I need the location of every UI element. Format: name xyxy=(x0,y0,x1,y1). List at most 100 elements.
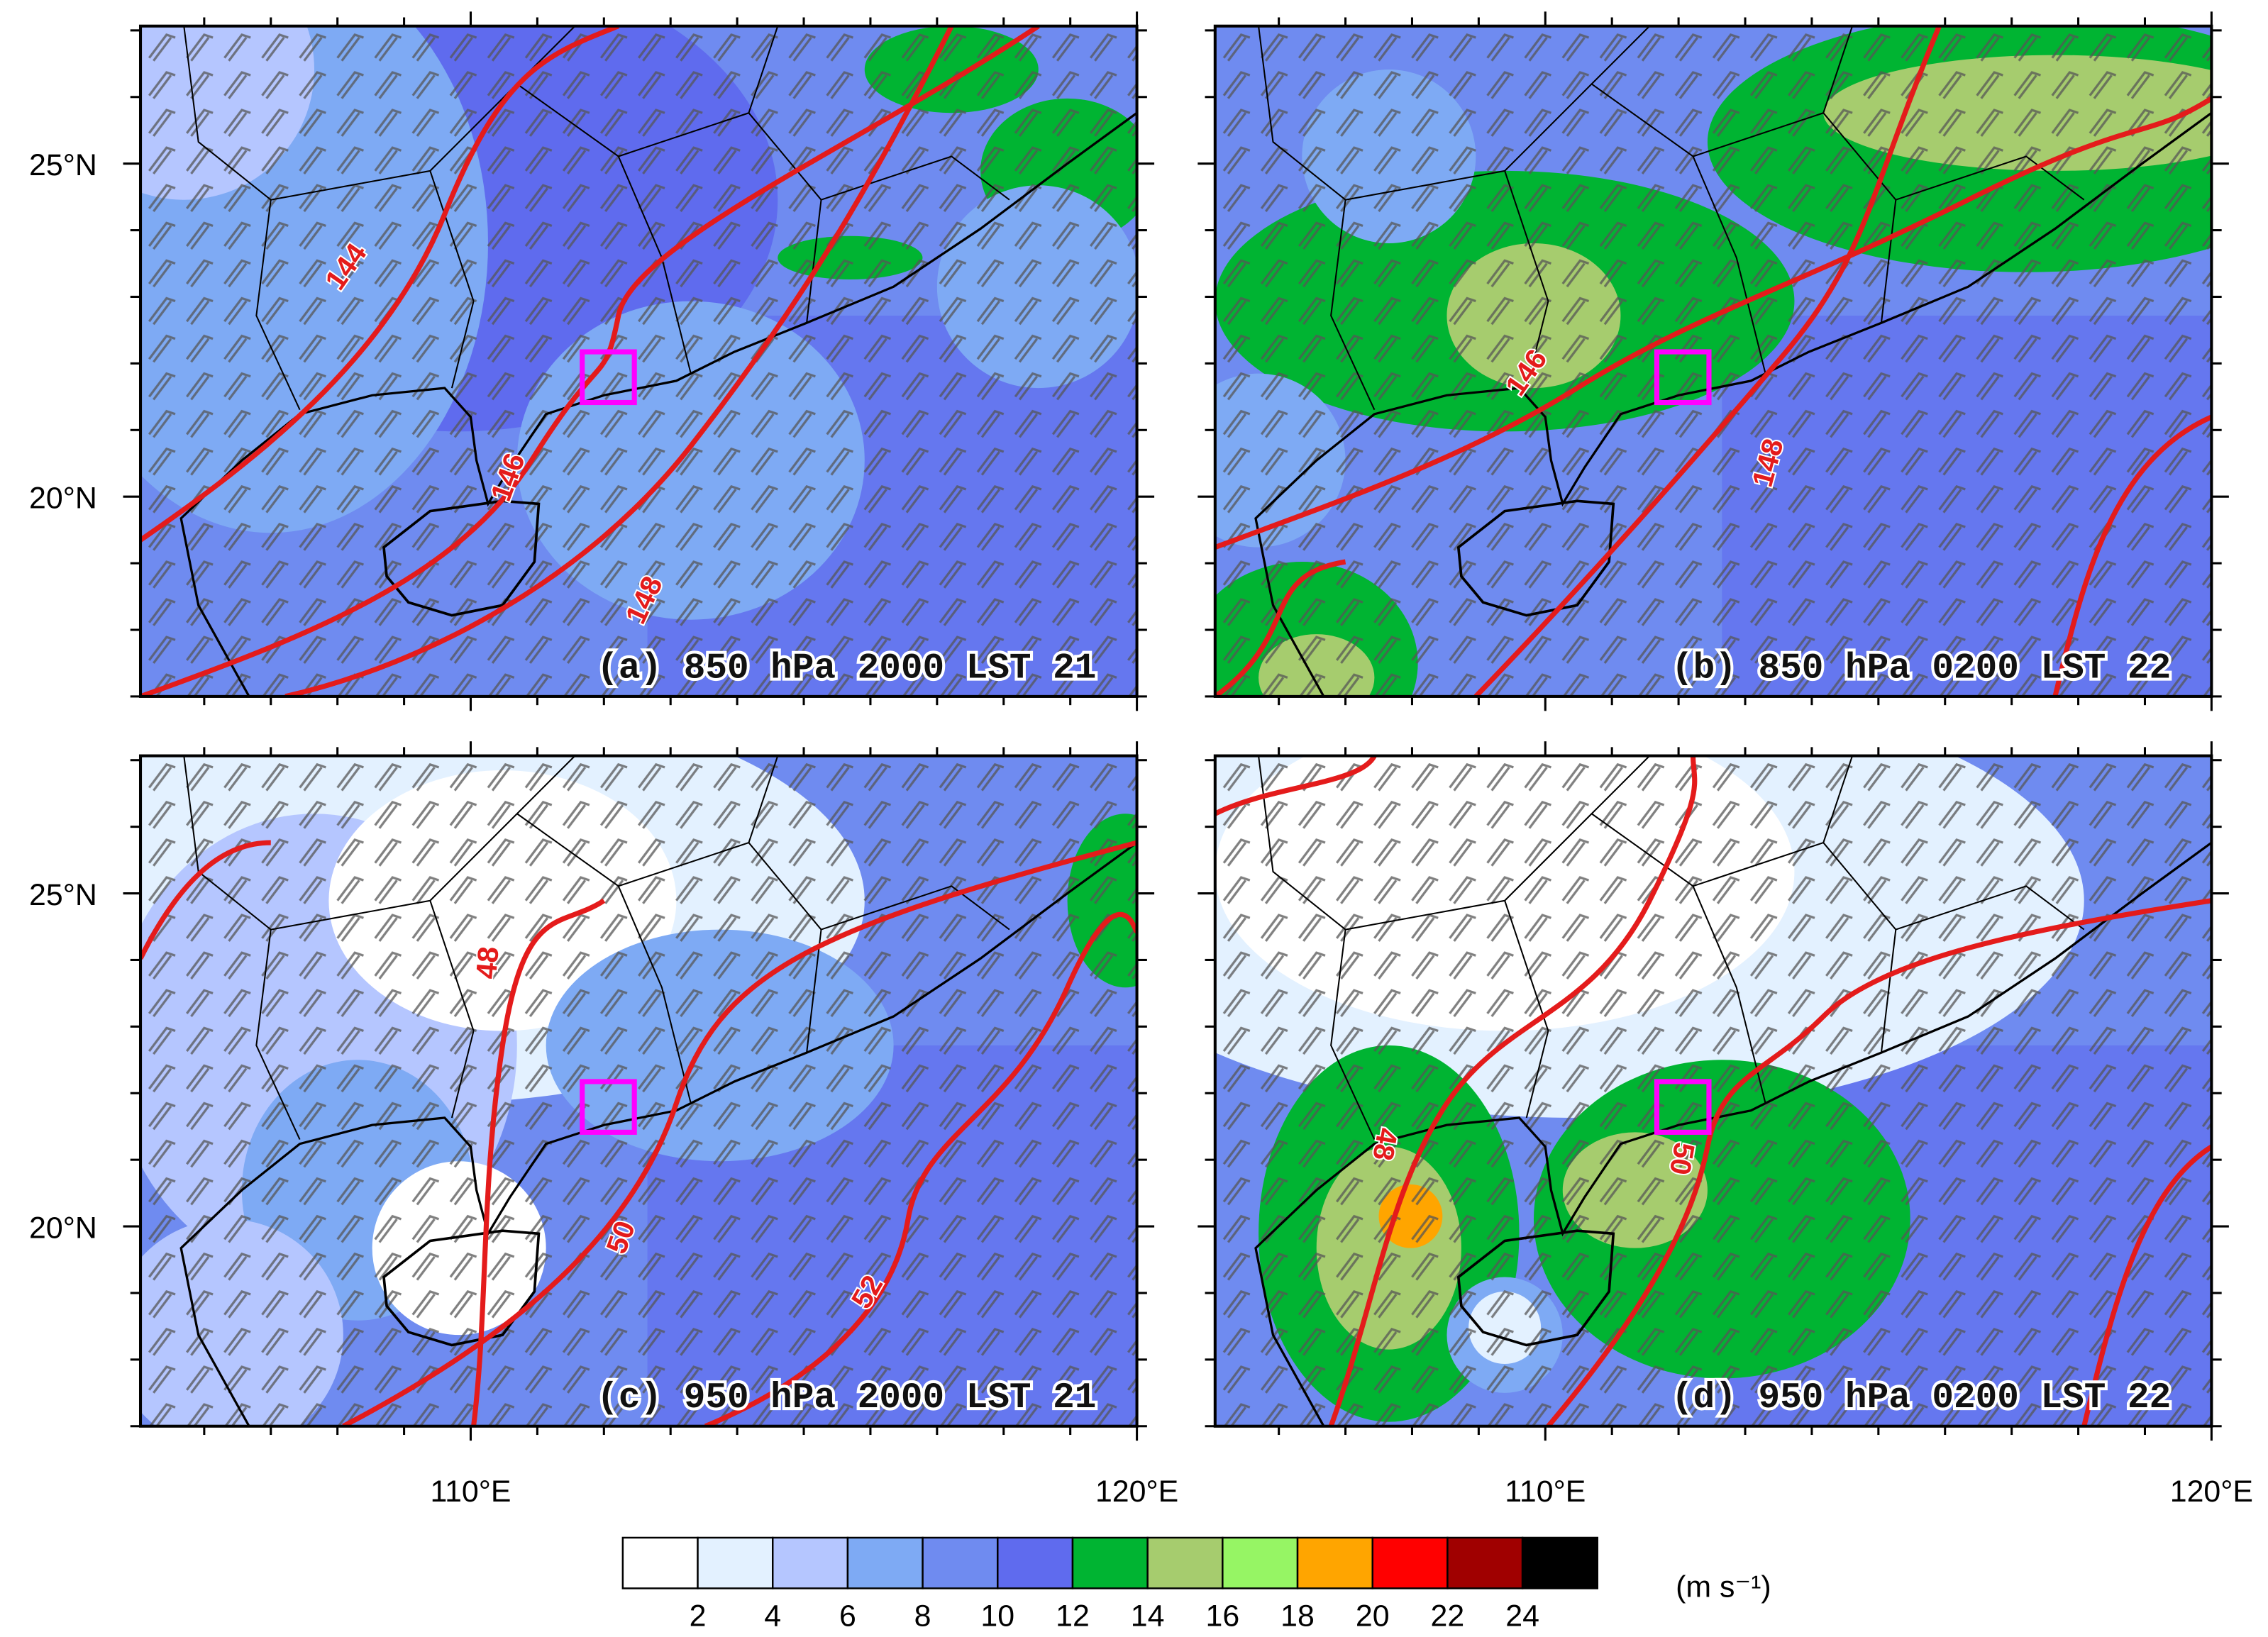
wind-barbs xyxy=(1215,26,2212,697)
colorbar-level: 16 xyxy=(1206,1599,1240,1633)
contour-line xyxy=(1546,898,2212,1426)
province-border xyxy=(1896,155,2085,201)
map-field xyxy=(1215,755,2212,1426)
hainan-island xyxy=(1456,499,1615,617)
province-border xyxy=(270,26,576,201)
colorbar-unit: (m s⁻¹) xyxy=(1676,1570,1771,1604)
contour-line xyxy=(2052,414,2212,697)
province-border xyxy=(1822,26,1854,113)
province-border xyxy=(1504,900,1549,1119)
colorbar-box xyxy=(1371,1536,1449,1589)
lat-label: 25°N xyxy=(29,878,97,912)
contour-line xyxy=(1215,755,1377,816)
province-border xyxy=(516,83,692,374)
panel-frame xyxy=(1213,754,2213,1428)
province-border xyxy=(618,112,822,323)
colorbar-box xyxy=(1446,1536,1524,1589)
colorbar-level: 10 xyxy=(980,1599,1014,1633)
colorbar-box xyxy=(1146,1536,1224,1589)
target-box xyxy=(580,349,637,406)
panel-label: (d) 950 hPa 0200 LST 22 xyxy=(1671,1378,2171,1419)
colorbar-box xyxy=(997,1536,1074,1589)
contour-line xyxy=(471,898,606,1426)
colorbar-box xyxy=(922,1536,999,1589)
wind-barbs xyxy=(1215,755,2212,1426)
contour-label: 50 xyxy=(1664,1140,1701,1177)
province-border xyxy=(618,841,822,1053)
map-panel: 48 50 (d) 950 hPa 0200 LST 22 110°E 120°E xyxy=(1197,741,2253,1509)
colorbar-box xyxy=(771,1536,849,1589)
colorbar-level: 20 xyxy=(1356,1599,1390,1633)
contour-line xyxy=(140,26,1040,697)
colorbar-level: 6 xyxy=(839,1599,856,1633)
province-border xyxy=(270,755,576,931)
panel-frame xyxy=(138,24,1139,698)
province-border xyxy=(1591,813,1766,1104)
lat-label: 20°N xyxy=(29,482,97,516)
contour-line xyxy=(284,26,954,697)
lon-label: 120°E xyxy=(2170,1475,2253,1509)
province-border xyxy=(429,900,475,1119)
lat-label: 20°N xyxy=(29,1211,97,1245)
province-border xyxy=(748,26,779,113)
province-border xyxy=(1504,170,1549,389)
target-box xyxy=(1654,349,1712,406)
contour-line xyxy=(1215,559,1346,697)
lon-label: 110°E xyxy=(430,1475,511,1509)
colorbar-level: 4 xyxy=(764,1599,781,1633)
colorbar-box xyxy=(846,1536,924,1589)
colorbar-level: 24 xyxy=(1505,1599,1539,1633)
colorbar-box xyxy=(1296,1536,1373,1589)
contour-line xyxy=(1473,26,1942,697)
map-field xyxy=(1215,26,2212,697)
contour-label: 48 xyxy=(470,945,505,980)
coastline xyxy=(1254,841,2212,1426)
coastline xyxy=(179,111,1137,697)
contour-label: 48 xyxy=(1366,1126,1404,1163)
province-border xyxy=(1345,755,1650,931)
colorbar-level: 12 xyxy=(1056,1599,1090,1633)
wind-barbs xyxy=(140,26,1137,697)
panel-label: (b) 850 hPa 0200 LST 22 xyxy=(1671,648,2171,689)
contour-line xyxy=(704,911,1137,1426)
contour-line xyxy=(140,26,620,543)
province-border xyxy=(1693,112,1897,323)
contour-line xyxy=(1328,755,1698,1426)
coastline xyxy=(1254,111,2212,697)
colorbar-level: 14 xyxy=(1131,1599,1165,1633)
colorbar-level: 2 xyxy=(690,1599,707,1633)
province-border xyxy=(1345,26,1650,201)
province-border xyxy=(1822,755,1854,843)
target-box xyxy=(580,1079,637,1135)
province-border xyxy=(748,755,779,843)
contour-line xyxy=(2081,1144,2212,1426)
province-border xyxy=(516,813,692,1104)
colorbar-level: 8 xyxy=(914,1599,931,1633)
colorbar-box xyxy=(1222,1536,1299,1589)
contour-line xyxy=(1215,96,2212,550)
lon-label: 110°E xyxy=(1505,1475,1586,1509)
colorbar-box xyxy=(621,1536,699,1589)
coastline xyxy=(179,841,1137,1426)
hainan-island xyxy=(382,499,541,617)
map-field xyxy=(140,26,1137,697)
colorbar-level: 18 xyxy=(1280,1599,1315,1633)
contour-line xyxy=(342,840,1137,1426)
target-box xyxy=(1654,1079,1712,1135)
contour-line xyxy=(140,840,271,960)
colorbar-box xyxy=(1521,1536,1599,1589)
map-field xyxy=(140,755,1137,1426)
province-border xyxy=(1693,841,1897,1053)
colorbar-box xyxy=(1071,1536,1149,1589)
panel-label: (a) 850 hPa 2000 LST 21 xyxy=(597,648,1096,689)
colorbar-level: 22 xyxy=(1431,1599,1465,1633)
wind-barbs xyxy=(140,755,1137,1426)
colorbar-box xyxy=(697,1536,774,1589)
panel-label: (c) 950 hPa 2000 LST 21 xyxy=(597,1378,1096,1419)
hainan-island xyxy=(1456,1229,1615,1347)
lon-label: 120°E xyxy=(1095,1475,1178,1509)
